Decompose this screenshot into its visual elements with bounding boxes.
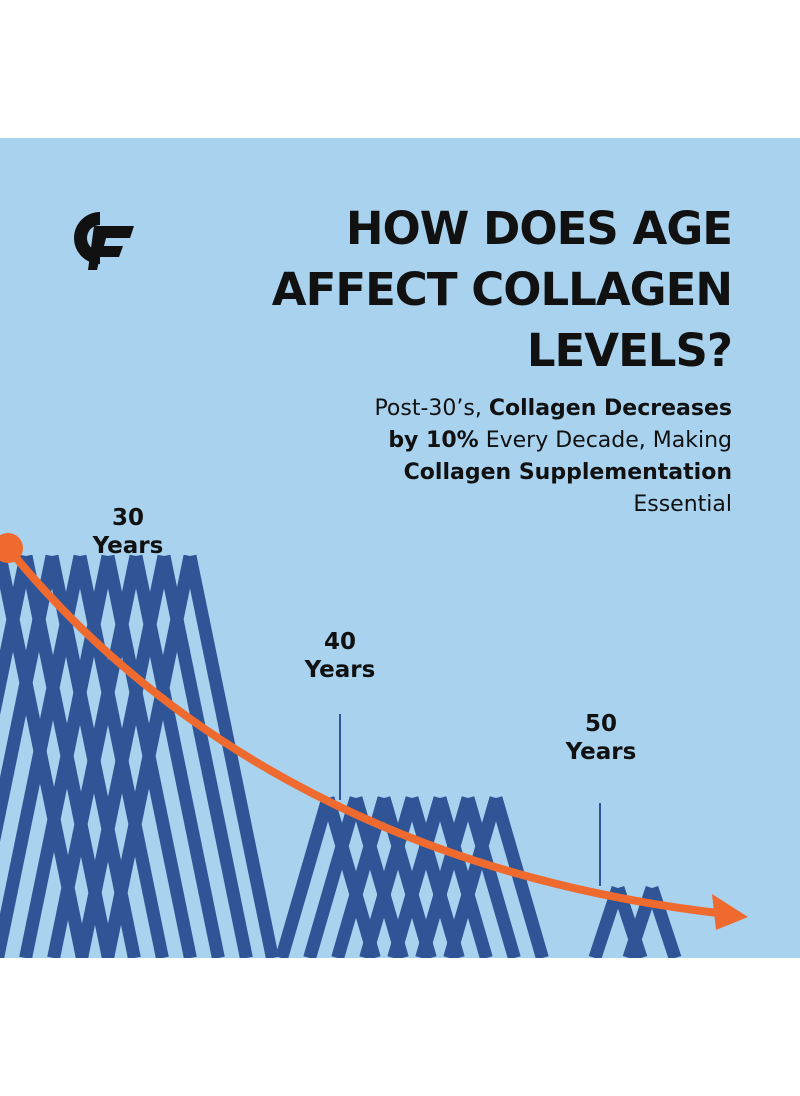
age-number: 40 [323,629,356,655]
fiber-strand [183,554,279,958]
headline-line: LEVELS? [526,324,733,377]
subtext-line: by 10% Every Decade, Making [212,425,732,457]
age-unit: Years [304,657,376,683]
marker-lines [125,587,601,886]
fiber-strand [75,554,171,958]
fiber-strand [0,554,33,716]
fiber-strand [47,554,143,958]
fiber-strand [101,554,197,958]
age-label-50: 50 Years [531,710,671,766]
age-unit: Years [565,739,637,765]
fiber-strand [0,554,59,843]
fiber-strand [387,796,447,958]
headline-line: AFFECT COLLAGEN [271,263,733,316]
age-unit: Years [92,533,164,559]
subtext-bold: Collagen Supplementation [403,460,732,485]
fiber-strand [443,796,503,958]
collagen-fiber-pattern [0,554,682,958]
fiber-strand [0,554,87,958]
subtext-bold: by 10% [388,428,479,453]
arrow-right-icon [712,894,748,930]
cf-logo-icon [74,212,134,270]
subtext-text: Every Decade, Making [478,428,732,453]
fiber-strand [415,796,475,958]
collagen-decline-graph [0,533,748,958]
age-number: 30 [111,505,144,531]
age-label-30: 30 Years [58,504,198,560]
fiber-strand [275,796,335,958]
age-number: 50 [584,711,617,737]
subtext-text: Post-30’s, [374,396,489,421]
headline: HOW DOES AGE AFFECT COLLAGEN LEVELS? [172,198,733,381]
start-point [0,533,23,563]
fiber-strand [19,554,115,958]
fiber-strand [461,796,521,958]
fiber-strand [433,796,493,958]
subtext-line: Essential [633,492,732,517]
fiber-strand [359,796,419,958]
subtext-bold: Collagen Decreases [488,396,732,421]
subtext-line: Collagen Supplementation [212,457,732,489]
infographic-panel: HOW DOES AGE AFFECT COLLAGEN LEVELS? Pos… [0,138,800,958]
fiber-strand [303,796,363,958]
fiber-strand [645,885,682,958]
headline-line: HOW DOES AGE [345,202,733,255]
decline-curve [4,544,722,917]
subtext-line: Post-30’s, Collagen Decreases [212,393,732,425]
age-label-40: 40 Years [270,628,410,684]
subtext: Post-30’s, Collagen Decreases by 10% Eve… [212,393,732,521]
